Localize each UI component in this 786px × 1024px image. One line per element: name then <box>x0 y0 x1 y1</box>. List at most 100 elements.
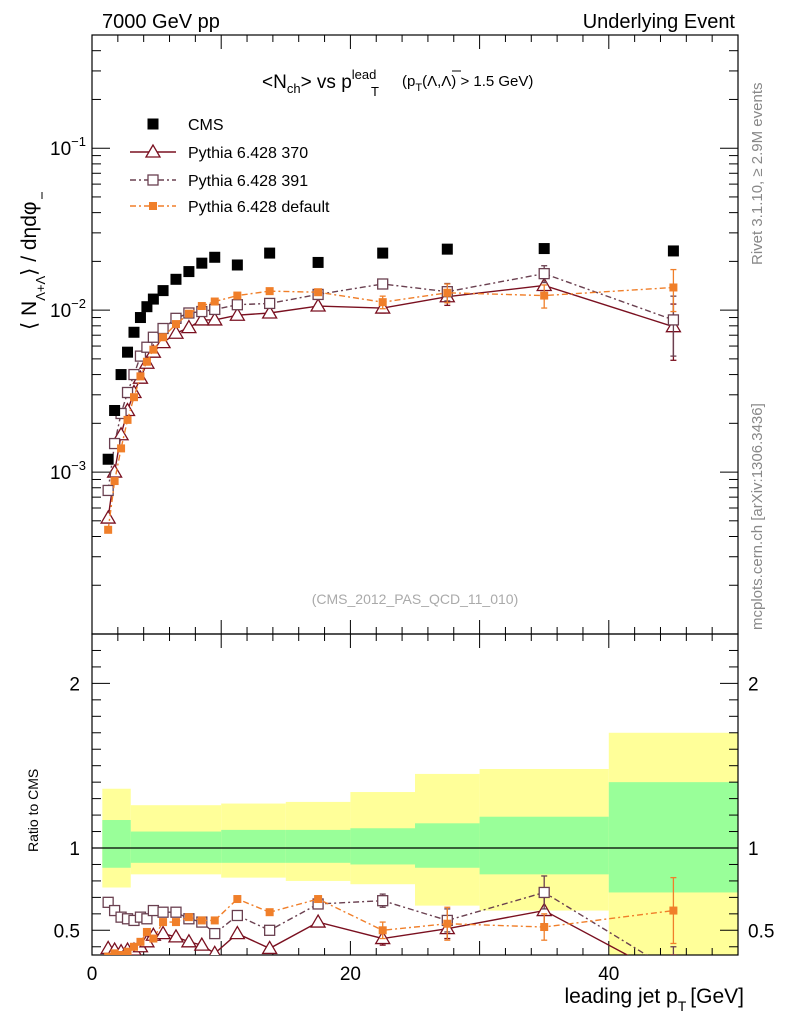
ratio-y-axis-label: Ratio to CMS <box>25 769 41 852</box>
ratio-series-2-point <box>263 924 276 936</box>
series-1-point <box>229 306 246 321</box>
ratio-series-1-point <box>666 973 680 985</box>
ratio-series-3-point <box>443 919 452 928</box>
x-axis-label: leading jet pT [GeV] <box>564 985 744 1014</box>
series-2-point <box>102 484 114 497</box>
ratio-series-3-point <box>669 906 678 915</box>
legend-item-3-label: Pythia 6.428 default <box>188 199 330 216</box>
mcplots-label: mcplots.cern.ch [arXiv:1306.3436] <box>749 403 766 630</box>
ratio-series-3-point <box>159 918 168 927</box>
series-2-point <box>134 350 147 362</box>
series-1-point <box>100 509 117 524</box>
series-3-point <box>149 345 158 354</box>
ratio-series-2-point <box>377 895 389 907</box>
ratio-series-2-point <box>108 904 121 917</box>
series-0-point <box>209 251 221 263</box>
legend-item-2-label: Pythia 6.428 391 <box>188 173 308 190</box>
ratio-series-1-point <box>193 936 210 951</box>
ratio-series-1-point <box>229 925 246 940</box>
legend-item-0-marker <box>147 118 159 130</box>
series-3-point <box>142 357 151 366</box>
series-0-point <box>115 369 127 381</box>
legend-item-1-marker <box>144 143 162 158</box>
ratio-series-3-point <box>129 942 138 951</box>
series-0-point <box>170 273 182 285</box>
series-3-point <box>171 320 180 329</box>
ratio-y-tick-label: 2 <box>69 674 80 695</box>
ratio-series-2-point <box>668 966 678 976</box>
ratio-series-1-point <box>261 940 278 955</box>
ratio-band-inner <box>479 816 609 875</box>
energy-label: 7000 GeV pp <box>102 11 220 33</box>
series-3-point <box>110 477 119 486</box>
series-1-point <box>261 304 278 319</box>
ratio-series-3-point <box>136 937 145 946</box>
series-3-point <box>104 525 113 534</box>
ratio-band-inner <box>415 823 480 868</box>
series-0-point <box>377 247 389 259</box>
series-3-point <box>233 291 242 300</box>
series-0-point <box>122 346 134 358</box>
ratio-series-1-point <box>154 925 172 940</box>
series-0-point <box>183 266 195 278</box>
ratio-series-3-point <box>104 952 113 955</box>
series-0-point <box>231 259 243 271</box>
ratio-series-3-point <box>378 926 387 935</box>
ratio-y-tick-label: 1 <box>69 839 80 860</box>
y-tick-label: 10−2 <box>50 296 86 322</box>
ratio-series-3-point <box>171 918 180 927</box>
legend-item-1-label: Pythia 6.428 370 <box>188 145 308 162</box>
legend-item-3-marker <box>149 202 157 210</box>
ratio-y-tick-label-right: 2 <box>748 674 759 695</box>
series-3-point <box>136 372 145 381</box>
series-0-point <box>196 257 208 269</box>
ratio-y-tick-label-right: 1 <box>748 839 759 860</box>
series-3-point <box>197 302 206 311</box>
ratio-series-1-point <box>309 913 327 928</box>
series-3-point <box>540 291 549 300</box>
series-2-point <box>538 267 550 280</box>
series-3-line <box>107 286 674 530</box>
series-2-point <box>377 278 389 290</box>
ratio-series-3-point <box>233 895 242 904</box>
series-3-point <box>159 333 168 342</box>
y-tick-label: 10−1 <box>50 134 86 160</box>
x-tick-label: 40 <box>598 964 619 985</box>
series-0-point <box>128 326 140 338</box>
ratio-series-2-point <box>157 906 169 918</box>
analysis-label: (CMS_2012_PAS_QCD_11_010) <box>312 591 519 607</box>
ratio-series-2-line <box>107 891 648 955</box>
process-label: Underlying Event <box>583 11 736 33</box>
series-3-point <box>669 283 678 292</box>
ratio-series-3-point <box>123 947 132 955</box>
series-0-point <box>667 245 679 257</box>
x-tick-label: 20 <box>340 964 361 985</box>
series-2-point <box>157 322 169 335</box>
series-3-point <box>210 297 219 306</box>
series-0-point <box>538 243 550 255</box>
ratio-series-3-point <box>110 949 119 955</box>
y-tick-label: 10−3 <box>50 458 86 484</box>
ratio-series-3-point <box>540 923 549 932</box>
ratio-plot-frame <box>91 633 739 956</box>
series-3-point <box>129 393 138 402</box>
ratio-series-1-point <box>180 933 198 948</box>
series-1-point <box>193 311 210 326</box>
series-1-point <box>167 324 185 339</box>
ratio-series-3-point <box>149 934 158 943</box>
main-data <box>100 243 682 534</box>
series-0-point <box>109 404 121 416</box>
plot-title-cut: (pT(Λ,Λ) > 1.5 GeV) <box>402 73 533 94</box>
ratio-series-3-point <box>265 908 274 917</box>
ratio-series-2-point <box>141 913 153 925</box>
ratio-series-3-point <box>184 913 193 922</box>
series-2-point <box>209 303 221 316</box>
series-1-point <box>112 426 130 441</box>
series-0-point <box>264 247 276 259</box>
ratio-series-2-point <box>102 896 114 908</box>
ratio-series-2-point <box>209 927 221 940</box>
series-1-line <box>107 284 674 519</box>
ratio-series-1-point <box>208 945 221 955</box>
ratio-series-3-point <box>314 895 323 904</box>
